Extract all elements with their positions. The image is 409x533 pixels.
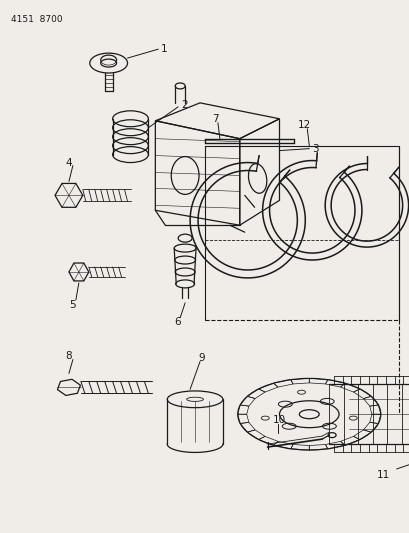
Text: 6: 6 bbox=[173, 317, 180, 327]
Text: 3: 3 bbox=[312, 143, 318, 154]
Text: 5: 5 bbox=[70, 300, 76, 310]
Text: 2: 2 bbox=[181, 100, 187, 110]
Text: 10: 10 bbox=[272, 415, 285, 425]
Text: 11: 11 bbox=[376, 470, 389, 480]
Text: 4151  8700: 4151 8700 bbox=[11, 15, 63, 25]
Text: 4: 4 bbox=[65, 158, 72, 167]
Text: 1: 1 bbox=[161, 44, 168, 54]
Text: 7: 7 bbox=[211, 114, 218, 124]
Text: 9: 9 bbox=[198, 352, 205, 362]
Text: 8: 8 bbox=[65, 351, 72, 360]
Text: 12: 12 bbox=[297, 120, 310, 130]
